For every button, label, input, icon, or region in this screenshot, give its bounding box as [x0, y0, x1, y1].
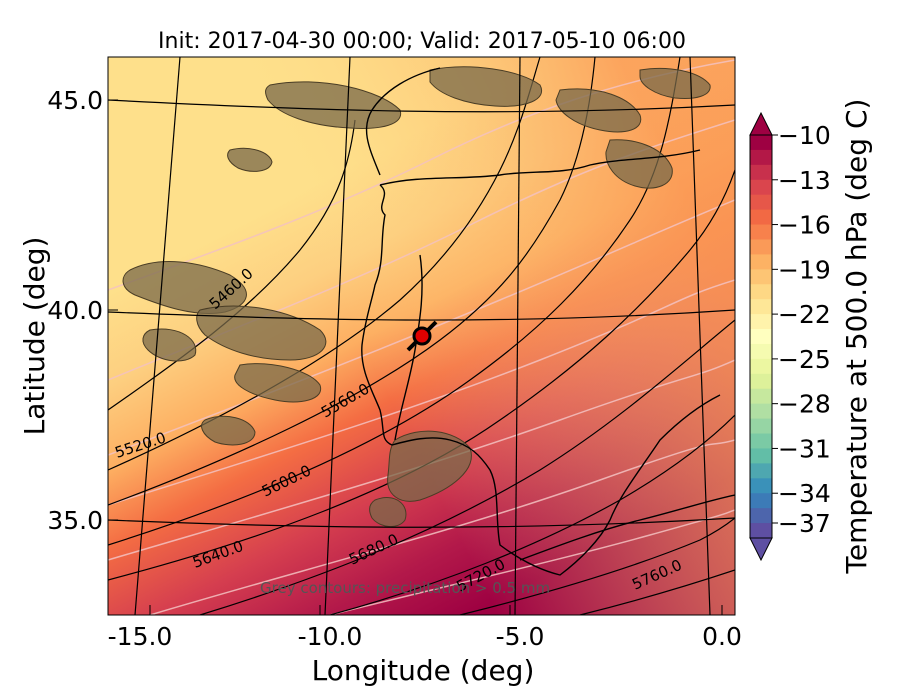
colorbar-band — [750, 448, 772, 464]
y-axis: 45.0 40.0 35.0 Latitude (deg) — [18, 86, 118, 535]
x-tick-minus10: -10.0 — [298, 622, 363, 651]
colorbar-band — [750, 194, 772, 211]
colorbar-band — [750, 239, 772, 255]
colorbar-band — [750, 179, 772, 196]
colorbar-tick-label: −28 — [778, 390, 831, 419]
colorbar-tick-label: −31 — [778, 434, 831, 463]
colorbar-band — [750, 358, 772, 375]
x-tick-0: 0.0 — [702, 622, 742, 651]
y-axis-label: Latitude (deg) — [18, 237, 51, 436]
x-tick-minus5: -5.0 — [496, 622, 545, 651]
colorbar-band — [750, 224, 772, 240]
colorbar-extend-top — [749, 111, 773, 136]
colorbar-band — [750, 523, 772, 539]
y-tick-40: 40.0 — [47, 296, 103, 325]
colorbar-band — [750, 149, 772, 166]
graticule — [108, 57, 735, 615]
colorbar-frame — [749, 134, 773, 539]
colorbar-band — [750, 299, 772, 315]
colorbar-band — [750, 209, 772, 226]
precip-note: Grey contours: precipitation > 0.5 mm — [260, 579, 550, 597]
colorbar-band — [750, 478, 772, 494]
colorbar-band — [750, 418, 772, 435]
colorbar-band — [750, 388, 772, 405]
plot-area: 5460.0 5520.0 5560.0 5600.0 5640.0 5680.… — [108, 57, 735, 615]
colorbar-band — [750, 433, 772, 449]
colorbar-label: Temperature at 500.0 hPa (deg C) — [840, 99, 873, 575]
location-marker — [406, 320, 438, 352]
y-tick-35: 35.0 — [47, 506, 103, 535]
colorbar-band — [750, 403, 772, 420]
colorbar-tick-label: −25 — [778, 345, 831, 374]
colorbar-band — [750, 284, 772, 300]
colorbar-band — [750, 343, 772, 360]
y-tick-45: 45.0 — [47, 86, 103, 115]
colorbar-band — [750, 269, 772, 285]
colorbar-band — [750, 164, 772, 181]
colorbar-ticks: −10 −13 −16 −19 −22 −25 −28 −31 −34−37 — [772, 121, 831, 538]
colorbar-tick-label: −37 — [778, 509, 831, 538]
colorbar: −10 −13 −16 −19 −22 −25 −28 −31 −34−37 Temperatu… — [749, 99, 873, 575]
colorbar-band — [750, 329, 772, 345]
colorbar-tick-label: −34 — [778, 479, 831, 508]
colorbar-band — [750, 254, 772, 270]
precipitation-areas — [122, 66, 711, 527]
chart-title: Init: 2017-04-30 00:00; Valid: 2017-05-1… — [158, 29, 686, 54]
colorbar-band — [750, 314, 772, 330]
x-tick-minus15: -15.0 — [108, 622, 173, 651]
colorbar-tick-label: −19 — [778, 255, 831, 284]
colorbar-extend-bottom — [749, 537, 773, 562]
colorbar-band — [750, 493, 772, 509]
plot-frame — [107, 56, 736, 616]
colorbar-tick-label: −22 — [778, 300, 831, 329]
colorbar-tick-label: −10 — [778, 121, 831, 150]
colorbar-tick-label: −16 — [778, 211, 831, 240]
x-axis: -15.0 -10.0 -5.0 0.0 Longitude (deg) — [108, 605, 742, 687]
colorbar-tick-label: −13 — [778, 166, 831, 195]
geopotential-contours — [108, 57, 735, 615]
x-axis-label: Longitude (deg) — [312, 654, 535, 687]
colorbar-bands — [750, 135, 772, 539]
colorbar-band — [750, 373, 772, 390]
colorbar-band — [750, 463, 772, 479]
colorbar-band — [750, 508, 772, 524]
colorbar-band — [750, 135, 772, 151]
location-marker-dot — [412, 326, 432, 346]
